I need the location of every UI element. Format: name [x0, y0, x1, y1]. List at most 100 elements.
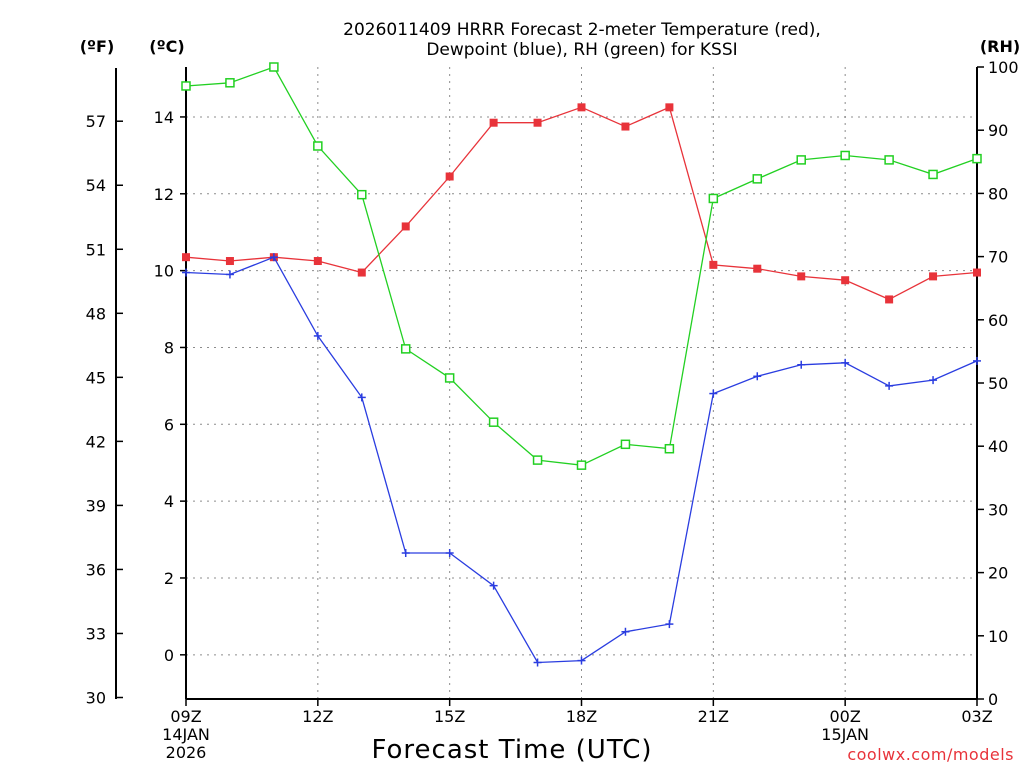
chart-title-line1: 2026011409 HRRR Forecast 2-meter Tempera…	[343, 20, 821, 40]
dewpoint-point	[401, 549, 410, 558]
celsius-tick-label: 2	[164, 569, 174, 588]
celsius-tick-label: 14	[154, 108, 174, 127]
relative-humidity-point	[225, 78, 235, 88]
rh-unit-label: (RH)	[980, 37, 1020, 56]
rh-tick-label: 30	[988, 500, 1008, 519]
dewpoint-point	[885, 381, 894, 390]
temperature-point	[841, 276, 850, 285]
x-tick-label: 15Z	[434, 707, 465, 726]
dewpoint-point	[313, 331, 322, 340]
dewpoint-point	[357, 393, 366, 402]
relative-humidity-point	[796, 155, 806, 165]
dewpoint-point	[929, 376, 938, 385]
relative-humidity-point	[269, 62, 279, 72]
relative-humidity-point	[532, 455, 543, 465]
temperature-point	[533, 118, 542, 127]
temperature-point	[709, 260, 718, 269]
grid-layer	[186, 67, 977, 699]
relative-humidity-point	[840, 150, 850, 161]
fahrenheit-tick-label: 30	[86, 689, 106, 708]
x-axis-label: Forecast Time (UTC)	[371, 735, 652, 765]
relative-humidity-line	[185, 66, 978, 466]
dewpoint-point	[182, 268, 190, 277]
x-tick-label: 09Z	[170, 707, 201, 726]
relative-humidity-point	[752, 174, 763, 184]
temperature-point	[753, 264, 762, 273]
temperature-point	[621, 122, 630, 131]
dewpoint-point	[709, 389, 718, 398]
temperature-point	[797, 272, 806, 281]
temperature-point	[401, 222, 410, 231]
relative-humidity-point	[313, 141, 323, 151]
relative-humidity-point	[884, 155, 894, 165]
x-tick-label: 2026	[166, 743, 207, 762]
relative-humidity-point	[928, 169, 938, 180]
celsius-tick-label: 4	[164, 492, 174, 511]
relative-humidity-point	[488, 417, 499, 427]
celsius-tick-label: 0	[164, 646, 174, 665]
fahrenheit-unit-label: (ºF)	[80, 37, 115, 56]
relative-humidity-point	[357, 189, 367, 200]
celsius-tick-label: 12	[154, 185, 174, 204]
rh-tick-label: 50	[988, 374, 1008, 393]
x-tick-label: 14JAN	[162, 725, 210, 744]
chart-title-line2: Dewpoint (blue), RH (green) for KSSI	[426, 40, 737, 60]
relative-humidity-point	[181, 81, 191, 91]
rh-tick-label: 100	[988, 58, 1019, 77]
temperature-point	[445, 172, 454, 181]
celsius-unit-label: (ºC)	[149, 37, 184, 56]
x-tick-label: 21Z	[698, 707, 729, 726]
fahrenheit-tick-label: 48	[86, 304, 106, 323]
rh-tick-label: 70	[988, 248, 1008, 267]
dewpoint-point	[533, 658, 542, 667]
rh-tick-label: 40	[988, 437, 1008, 456]
temperature-point	[313, 257, 322, 266]
rh-tick-label: 80	[988, 184, 1008, 203]
fahrenheit-tick-label: 33	[86, 624, 106, 643]
temperature-point	[489, 118, 498, 127]
fahrenheit-tick-label: 45	[86, 368, 106, 387]
dewpoint-point	[489, 581, 498, 590]
temperature-point	[665, 103, 674, 112]
celsius-tick-label: 10	[154, 262, 174, 281]
x-tick-label: 18Z	[566, 707, 597, 726]
temperature-point	[577, 103, 586, 112]
dewpoint-point	[577, 656, 586, 665]
x-tick-label: 12Z	[302, 707, 333, 726]
fahrenheit-tick-label: 36	[86, 560, 106, 579]
series-layer	[181, 62, 982, 667]
fahrenheit-tick-label: 51	[86, 240, 106, 259]
temperature-point	[225, 257, 234, 266]
dewpoint-point	[225, 270, 234, 279]
rh-tick-label: 20	[988, 564, 1008, 583]
temperature-point	[885, 295, 894, 304]
dewpoint-point	[445, 549, 454, 558]
credit-text: coolwx.com/models	[847, 745, 1014, 764]
rh-tick-label: 0	[988, 690, 998, 709]
x-tick-label: 03Z	[961, 707, 992, 726]
fahrenheit-tick-label: 57	[86, 112, 106, 131]
relative-humidity-point	[664, 443, 675, 454]
relative-humidity-point	[972, 153, 982, 164]
x-tick-label: 00Z	[830, 707, 861, 726]
celsius-tick-label: 8	[164, 338, 174, 357]
dewpoint-point	[841, 358, 850, 367]
celsius-tick-label: 6	[164, 415, 174, 434]
temperature-point	[182, 253, 190, 262]
relative-humidity-point	[576, 460, 587, 470]
dewpoint-point	[973, 356, 981, 365]
temperature-point	[973, 268, 981, 277]
fahrenheit-tick-label: 54	[86, 176, 106, 195]
rh-tick-label: 10	[988, 627, 1008, 646]
fahrenheit-tick-label: 42	[86, 432, 106, 451]
dewpoint-point	[665, 620, 674, 629]
axes-layer: 0 2 4 6 8 10 12 14 30 33 36 39 42 45 48 51 54 57 0 10 20 30 40…	[86, 58, 1019, 762]
dewpoint-point	[797, 360, 806, 369]
temperature-point	[357, 268, 366, 277]
relative-humidity-point	[444, 373, 455, 383]
x-tick-label: 15JAN	[821, 725, 869, 744]
relative-humidity-point	[400, 344, 411, 354]
relative-humidity-point	[620, 439, 631, 450]
relative-humidity-point	[708, 193, 719, 204]
